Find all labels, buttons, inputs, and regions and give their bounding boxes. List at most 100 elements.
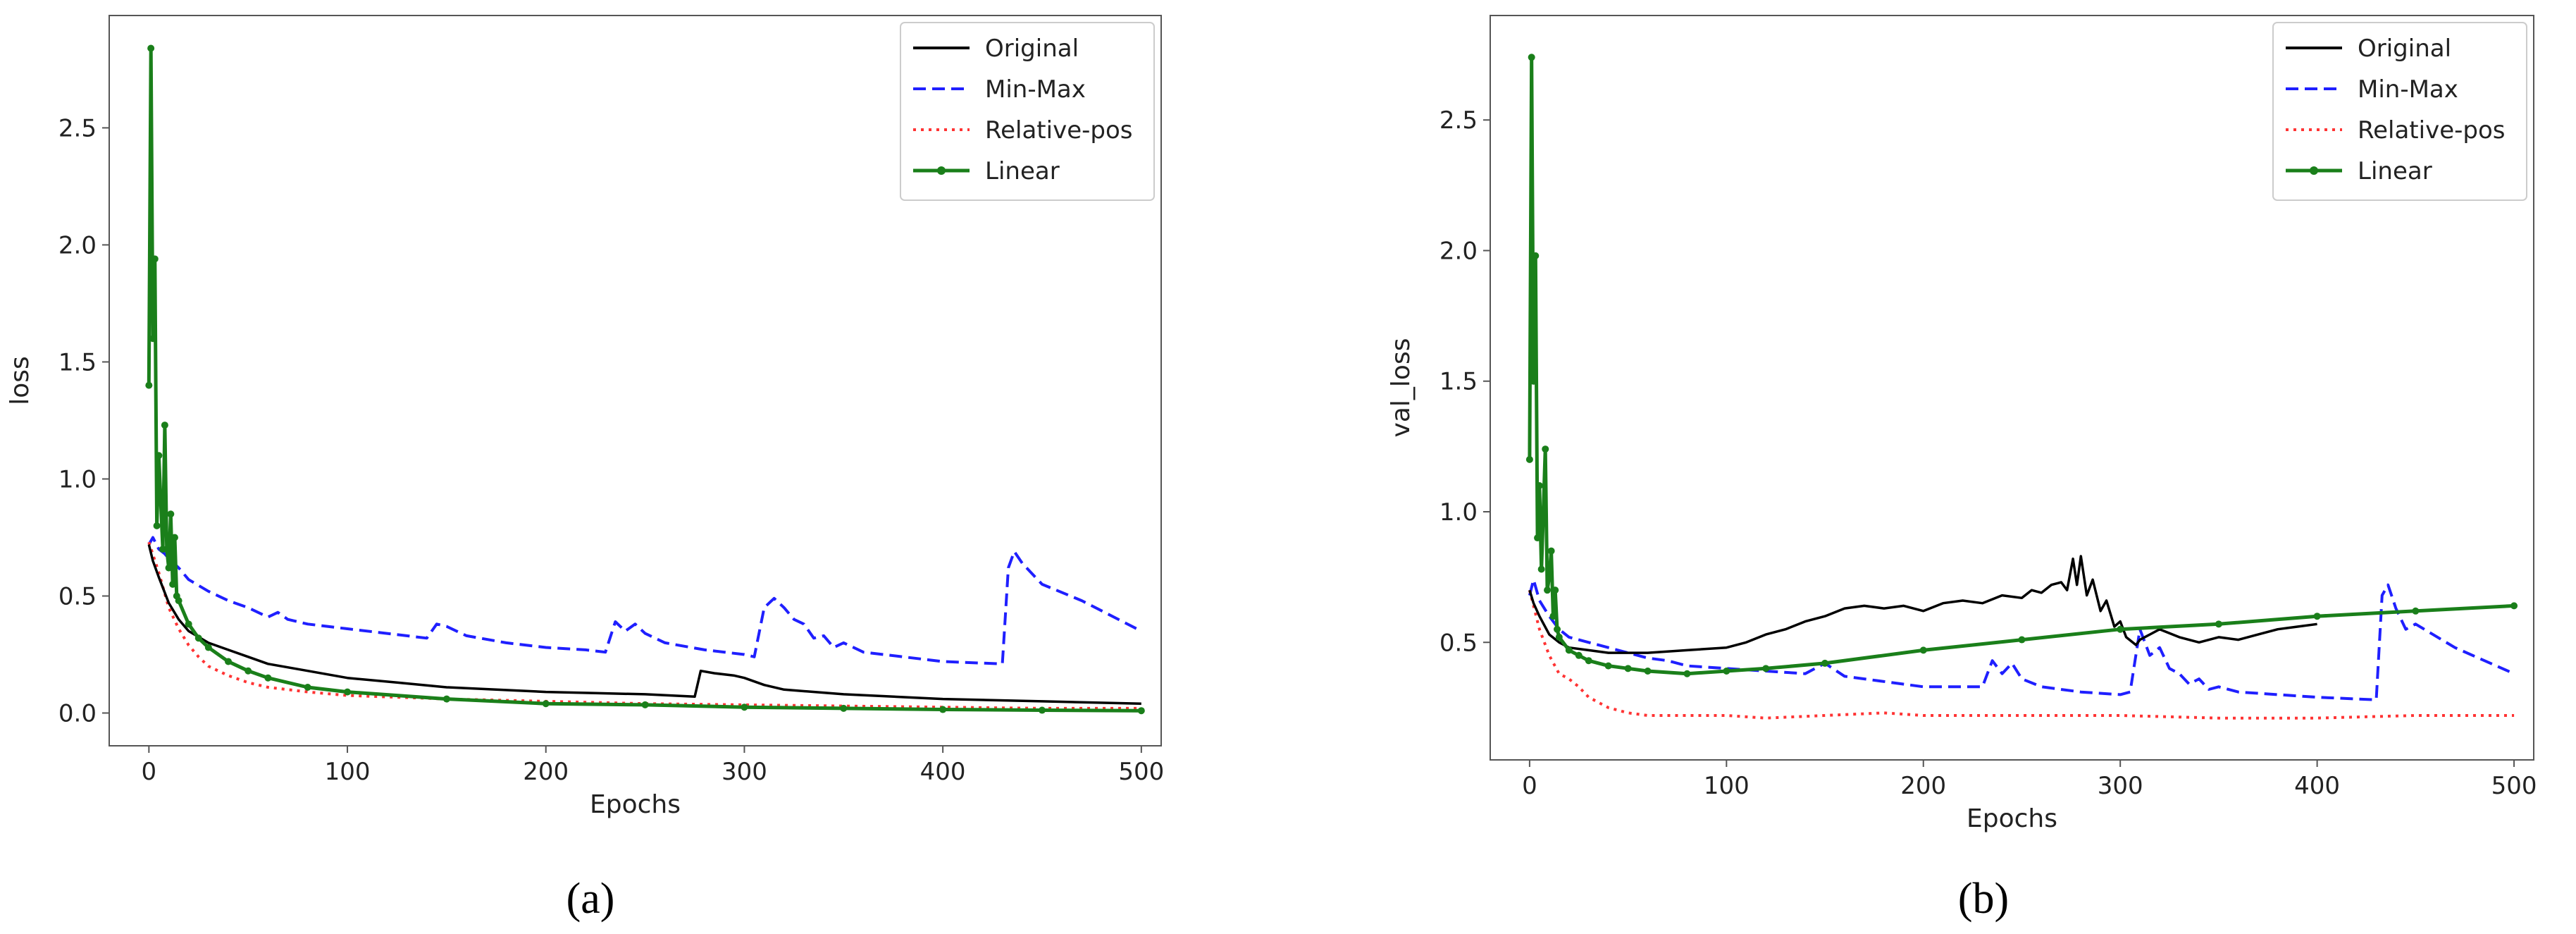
series-linear-point (163, 546, 171, 553)
series-linear-point (1137, 707, 1145, 715)
legend-label-relative-pos: Relative-pos (985, 116, 1132, 145)
x-tick-label: 200 (523, 758, 569, 786)
series-linear-point (1530, 377, 1537, 385)
series-min-max-line (147, 536, 1142, 665)
legend-box (900, 22, 1155, 201)
series-linear-point (153, 522, 161, 529)
series-linear-point (1644, 668, 1652, 675)
series-min-max-line (1528, 578, 2515, 701)
series-linear-point (194, 634, 202, 642)
y-tick-label: 0.5 (58, 582, 97, 610)
x-tick-label: 100 (1704, 772, 1750, 800)
series-linear-point (165, 564, 173, 572)
series-linear-point (2215, 620, 2222, 628)
series-linear-point (442, 695, 450, 703)
caption-a: (a) (566, 875, 615, 923)
x-tick-label: 300 (2098, 772, 2143, 800)
x-tick-label: 400 (2294, 772, 2340, 800)
legend-label-original: Original (985, 35, 1079, 63)
series-linear-point (1565, 646, 1573, 654)
series-linear-point (161, 422, 168, 429)
series-linear-point (1604, 662, 1612, 670)
y-tick-label: 1.0 (1439, 498, 1478, 527)
series-linear-point (1547, 547, 1555, 555)
y-tick-label: 0.5 (1439, 629, 1478, 657)
legend-marker-linear (937, 166, 946, 175)
legend-box (2272, 22, 2527, 201)
x-axis-label: Epochs (1967, 804, 2057, 833)
series-linear-point (1532, 252, 1540, 259)
series-linear-point (542, 700, 550, 708)
series-linear-point (641, 701, 649, 708)
series-linear-point (185, 620, 192, 628)
series-linear-point (244, 667, 252, 675)
series-linear-point (1624, 665, 1632, 672)
series-linear-point (1544, 586, 1552, 594)
series-linear-point (1575, 651, 1583, 659)
series-linear-point (1545, 573, 1553, 581)
series-linear-point (1528, 54, 1535, 61)
series-relative-pos-line (1528, 589, 2515, 720)
series-linear-point (1535, 481, 1543, 489)
series-linear-point (151, 255, 159, 263)
legend: Original Min-Max Relative-pos Linear (900, 22, 1155, 201)
series-linear-point (204, 644, 212, 651)
series-linear-point (1555, 633, 1563, 641)
y-axis-label: loss (6, 356, 35, 405)
legend-label-min-max: Min-Max (2358, 75, 2458, 104)
series-linear-point (1552, 586, 1559, 594)
series-linear-point (1525, 455, 1533, 463)
y-tick-label: 2.0 (58, 231, 97, 259)
y-tick-label: 2.5 (58, 114, 97, 142)
legend-label-linear: Linear (2358, 157, 2432, 185)
x-tick-label: 400 (920, 758, 966, 786)
series-linear-line (147, 47, 1141, 713)
series-linear-point (1549, 613, 1557, 620)
series-linear-point (1821, 659, 1829, 667)
series-linear-point (1554, 625, 1561, 633)
series-linear-point (741, 703, 748, 711)
series-linear-point (1038, 706, 1046, 714)
series-linear-point (2018, 636, 2026, 644)
y-tick-label: 2.0 (1439, 237, 1478, 265)
x-tick-label: 200 (1900, 772, 1946, 800)
series-linear-point (304, 683, 311, 691)
series-linear-point (1723, 668, 1730, 675)
series-linear-point (1540, 508, 1547, 515)
series-original-line (147, 543, 1141, 705)
series-linear-point (1762, 665, 1770, 672)
series-linear-point (171, 534, 178, 541)
series-linear-point (1683, 670, 1691, 677)
series-linear-point (157, 498, 165, 506)
y-axis-label: val_loss (1387, 338, 1416, 438)
legend: Original Min-Max Relative-pos Linear (2272, 22, 2527, 201)
legend-label-relative-pos: Relative-pos (2358, 116, 2505, 145)
series-linear-point (2510, 602, 2518, 610)
x-tick-label: 0 (142, 758, 157, 786)
y-tick-label: 1.0 (58, 465, 97, 493)
legend-label-original: Original (2358, 35, 2451, 63)
series-linear-point (2412, 607, 2420, 615)
series-relative-pos-line (147, 541, 1141, 710)
x-tick-label: 0 (1522, 772, 1537, 800)
series-linear-point (1534, 534, 1542, 542)
series-linear-point (1542, 446, 1549, 453)
series-original-line (1528, 555, 2317, 654)
series-linear-point (167, 510, 175, 518)
series-linear-point (344, 688, 352, 696)
y-tick-label: 1.5 (1439, 368, 1478, 396)
series-linear-point (264, 674, 272, 682)
legend-marker-linear (2310, 166, 2318, 175)
series-linear-point (2117, 625, 2124, 633)
series-linear-point (225, 658, 233, 665)
x-tick-label: 500 (1118, 758, 1164, 786)
series-linear-point (155, 452, 163, 460)
legend-label-linear: Linear (985, 157, 1060, 185)
caption-b: (b) (1958, 875, 2009, 923)
series-linear-point (147, 44, 155, 52)
x-axis-label: Epochs (590, 790, 681, 819)
x-tick-label: 300 (722, 758, 767, 786)
series-linear-point (1919, 646, 1927, 654)
series-linear-point (145, 381, 153, 389)
